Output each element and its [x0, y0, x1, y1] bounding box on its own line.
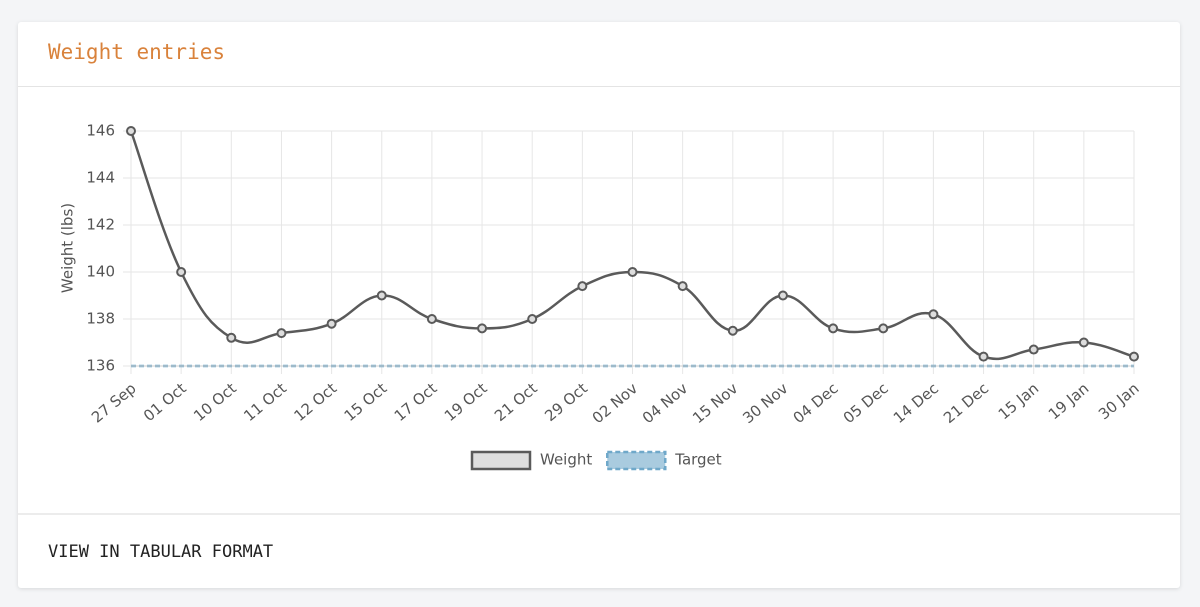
y-tick-label: 136 — [86, 357, 115, 375]
legend-swatch — [606, 450, 667, 471]
data-point — [1028, 344, 1039, 355]
data-point — [577, 281, 588, 292]
data-point — [376, 290, 387, 301]
data-point — [727, 325, 738, 336]
data-point — [627, 267, 638, 277]
x-tick-label: 05 Dec — [840, 379, 892, 427]
y-tick-label: 138 — [86, 310, 115, 328]
x-tick-label: 02 Nov — [589, 379, 641, 427]
data-point — [326, 318, 337, 329]
data-point — [527, 314, 538, 324]
card: Weight entries VIEW IN TABULAR FORMAT — [18, 22, 1180, 588]
data-point — [1129, 351, 1139, 362]
data-point — [226, 332, 237, 343]
x-tick-label: 19 Oct — [441, 379, 491, 425]
y-tick-label: 140 — [86, 263, 115, 281]
x-tick-label: 12 Oct — [290, 379, 340, 425]
x-tick-label: 30 Jan — [1095, 379, 1143, 423]
x-tick-label: 17 Oct — [391, 379, 441, 425]
data-point — [276, 328, 287, 339]
legend-label: Weight — [540, 451, 592, 469]
table-link[interactable]: VIEW IN TABULAR FORMAT — [48, 542, 274, 562]
data-point — [978, 351, 989, 362]
data-point — [1078, 337, 1089, 348]
data-point — [176, 267, 187, 277]
x-tick-label: 14 Dec — [890, 379, 942, 427]
data-point — [828, 323, 839, 334]
y-axis-label: Weight (lbs) — [59, 203, 77, 293]
card-title: Weight entries — [48, 40, 226, 64]
data-point — [928, 309, 939, 320]
x-tick-label: 01 Oct — [140, 379, 190, 425]
data-point — [677, 281, 688, 292]
y-tick-label: 144 — [86, 169, 115, 187]
divider — [18, 513, 1180, 515]
x-tick-label: 15 Oct — [341, 379, 391, 425]
data-point — [426, 314, 437, 324]
legend-label: Target — [674, 451, 722, 469]
x-tick-label: 30 Nov — [739, 379, 791, 427]
data-point — [477, 323, 488, 334]
x-tick-label: 10 Oct — [190, 379, 240, 425]
data-point — [777, 290, 788, 301]
data-point — [878, 323, 889, 334]
x-tick-label: 21 Oct — [491, 379, 541, 425]
x-tick-label: 29 Oct — [541, 379, 591, 425]
data-point — [126, 126, 136, 136]
x-tick-label: 11 Oct — [240, 379, 290, 425]
x-tick-label: 21 Dec — [940, 379, 992, 427]
divider — [18, 86, 1180, 87]
x-tick-label: 19 Jan — [1045, 379, 1093, 423]
x-tick-label: 04 Nov — [639, 379, 691, 427]
x-tick-label: 15 Jan — [995, 379, 1043, 423]
y-tick-label: 146 — [86, 122, 115, 140]
legend-swatch — [470, 450, 532, 471]
y-tick-label: 142 — [86, 216, 115, 234]
x-tick-label: 15 Nov — [689, 379, 741, 427]
x-tick-label: 04 Dec — [790, 379, 842, 427]
x-tick-label: 27 Sep — [88, 379, 140, 426]
